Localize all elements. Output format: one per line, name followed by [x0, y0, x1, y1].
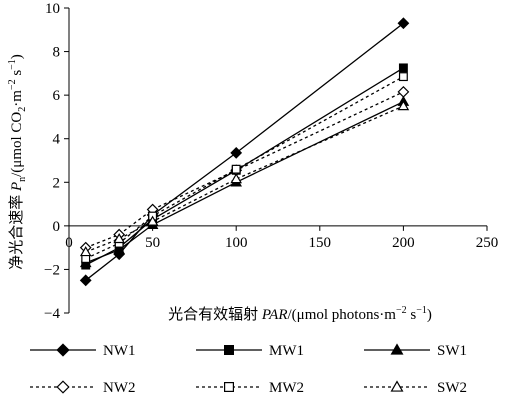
legend-marker-mw1 — [224, 345, 235, 356]
data-point-nw1 — [397, 17, 410, 30]
y-tick-label: 10 — [45, 1, 60, 17]
x-tick-label: 250 — [476, 235, 499, 251]
y-tick-label: 4 — [53, 132, 61, 148]
series-line-mw2 — [85, 76, 404, 260]
data-point-sw2 — [397, 100, 410, 111]
data-point-sw2 — [79, 246, 92, 257]
data-point-mw2 — [231, 164, 241, 174]
y-tick-label: −4 — [44, 306, 60, 322]
data-point-sw1 — [113, 243, 125, 254]
data-point-nw1 — [79, 274, 92, 287]
series-nw2 — [79, 85, 410, 254]
data-point-mw1 — [398, 63, 408, 73]
legend-item-sw1: SW1 — [364, 343, 467, 359]
x-tick-label: 50 — [145, 235, 160, 251]
legend-marker-mw2 — [224, 382, 235, 393]
legend-item-nw2: NW2 — [30, 380, 136, 396]
legend-marker-sw2 — [390, 380, 404, 392]
legend-marker-nw1 — [56, 343, 70, 357]
legend-marker-nw2 — [56, 380, 70, 394]
data-point-mw2 — [398, 72, 408, 82]
legend-label-sw1: SW1 — [437, 343, 467, 359]
x-axis-title: 光合有效辐射 PAR/(μmol photons·m−2 s−1) — [168, 305, 432, 323]
data-point-sw2 — [113, 232, 125, 244]
y-tick-label: 8 — [53, 45, 61, 61]
data-point-nw2 — [397, 85, 410, 98]
legend-marker-sw1 — [390, 343, 404, 355]
legend-label-mw2: MW2 — [269, 380, 304, 396]
series-line-sw2 — [85, 105, 404, 253]
data-point-sw2 — [230, 173, 242, 184]
y-ticks: −4 −2 0 2 4 6 8 10 — [44, 1, 69, 322]
y-tick-label: 2 — [53, 175, 61, 191]
x-tick-label: 100 — [225, 235, 248, 251]
x-tick-label: 0 — [65, 235, 73, 251]
y-tick-label: 6 — [53, 88, 61, 104]
legend-item-sw2: SW2 — [364, 380, 467, 396]
axes: 0 50 100 150 200 250 −4 −2 0 2 4 6 8 10 — [44, 1, 498, 322]
data-point-sw2 — [146, 215, 159, 226]
legend-item-mw1: MW1 — [196, 343, 304, 359]
legend-label-mw1: MW1 — [269, 343, 304, 359]
legend-item-nw1: NW1 — [30, 343, 136, 359]
legend-label-sw2: SW2 — [437, 380, 467, 396]
y-axis-title: 净光合速率 Pn/(μmol CO2·m−2 s−1) — [7, 54, 28, 270]
legend: NW1 MW1 SW1 NW2 MW2 SW2 — [30, 343, 467, 396]
legend-label-nw2: NW2 — [103, 380, 136, 396]
legend-label-nw1: NW1 — [103, 343, 136, 359]
y-tick-label: 0 — [53, 219, 61, 235]
x-tick-label: 200 — [392, 235, 415, 251]
legend-item-mw2: MW2 — [196, 380, 304, 396]
series-line-nw2 — [85, 91, 404, 249]
series-sw2 — [79, 100, 410, 257]
plot-series — [79, 17, 410, 287]
y-tick-label: −2 — [44, 262, 60, 278]
x-ticks: 0 50 100 150 200 250 — [65, 225, 499, 251]
x-tick-label: 150 — [309, 235, 332, 251]
data-point-nw1 — [230, 146, 243, 159]
